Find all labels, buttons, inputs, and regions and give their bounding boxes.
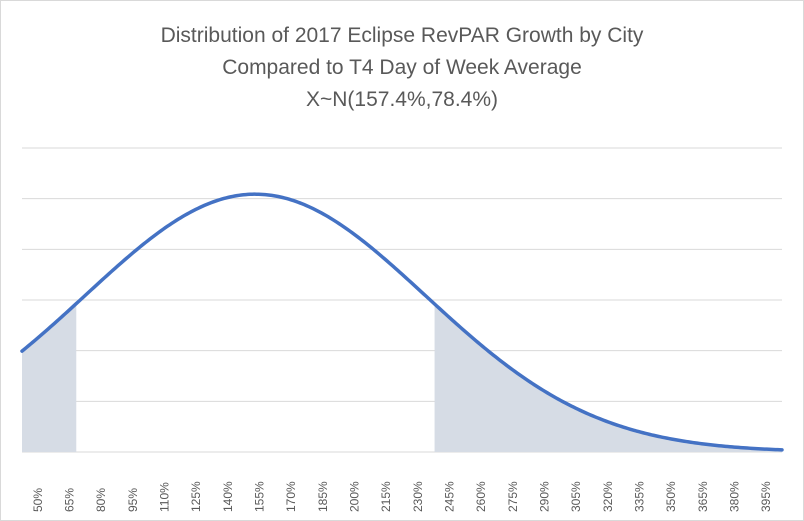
x-tick-label: 380% (728, 481, 742, 512)
x-tick-label: 260% (474, 481, 488, 512)
x-tick-label: 320% (601, 481, 615, 512)
x-tick-label: 305% (569, 481, 583, 512)
x-tick-label: 50% (31, 488, 45, 512)
x-tick-label: 275% (506, 481, 520, 512)
chart-title-block: Distribution of 2017 Eclipse RevPAR Grow… (0, 20, 804, 116)
x-tick-label: 110% (158, 482, 172, 512)
x-tick-label: 245% (443, 481, 457, 512)
density-curve-group (20, 192, 784, 452)
x-tick-label: 170% (284, 481, 298, 512)
shaded-region-1 (434, 303, 782, 452)
x-tick-label: 350% (664, 481, 678, 512)
chart-subtitle-1: Compared to T4 Day of Week Average (222, 56, 582, 79)
x-tick-label: 140% (221, 481, 235, 512)
x-tick-label: 185% (316, 481, 330, 512)
x-tick-label: 365% (696, 481, 710, 512)
x-tick-label: 80% (94, 488, 108, 512)
x-tick-label: 230% (411, 481, 425, 512)
x-tick-label: 335% (633, 481, 647, 512)
x-axis-tick-labels: 50% 65% 80% 95% 110% 125% 140% 155% 170% 185% 200%… (31, 481, 773, 512)
x-tick-label: 65% (63, 488, 77, 512)
chart-subtitle-2: X~N(157.4%,78.4%) (305, 88, 499, 111)
x-tick-label: 395% (759, 481, 773, 512)
gridlines (22, 147, 782, 453)
density-curve (20, 192, 784, 452)
chart-title: Distribution of 2017 Eclipse RevPAR Grow… (160, 24, 644, 47)
x-tick-label: 155% (253, 481, 267, 512)
shaded-regions (22, 303, 782, 452)
x-tick-label: 290% (538, 481, 552, 512)
x-tick-label: 95% (126, 488, 140, 512)
x-tick-label: 125% (189, 481, 203, 512)
x-tick-label: 200% (348, 481, 362, 512)
x-tick-label: 215% (379, 481, 393, 512)
